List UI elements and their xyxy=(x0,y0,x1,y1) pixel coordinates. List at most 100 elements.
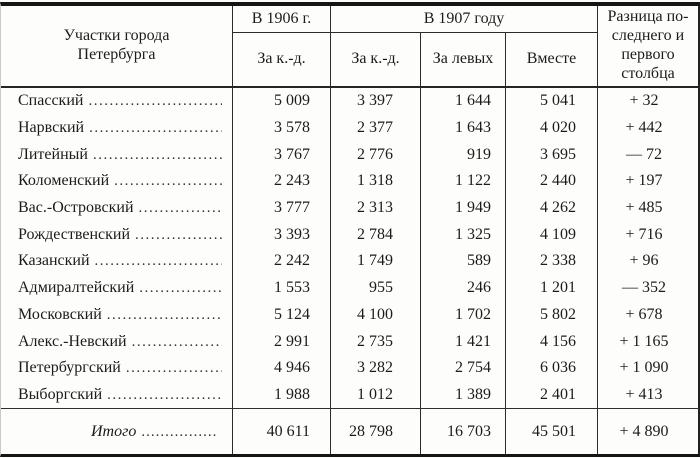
value-1907-left: 919 xyxy=(420,141,505,169)
value-1906-kd: 3 767 xyxy=(232,141,330,169)
total-difference: + 4 890 xyxy=(597,409,700,455)
header-year-1907: В 1907 году xyxy=(330,6,597,33)
value-1907-left: 1 122 xyxy=(420,168,505,195)
district-cell: Алекс.-Невский xyxy=(1,328,232,355)
value-1907-left: 2 754 xyxy=(420,354,505,382)
dot-leader xyxy=(114,172,222,190)
value-1907-total: 6 036 xyxy=(505,354,597,382)
value-1907-total: 5 802 xyxy=(505,301,597,329)
dot-leader xyxy=(139,279,222,297)
value-difference: + 197 xyxy=(597,168,700,195)
value-1907-total: 2 338 xyxy=(505,248,597,275)
table-row: Литейный 3 767 2 776 919 3 695 — 72 xyxy=(1,141,700,169)
value-1907-kd: 3 397 xyxy=(330,88,420,115)
value-1906-kd: 2 243 xyxy=(232,168,330,195)
value-1907-total: 4 156 xyxy=(505,328,597,355)
value-1906-kd: 1 988 xyxy=(232,381,330,409)
value-1907-total: 4 109 xyxy=(505,221,597,249)
district-cell: Рождественский xyxy=(1,221,232,248)
district-name: Московский xyxy=(18,305,102,323)
district-name: Спасский xyxy=(18,92,84,110)
dot-leader xyxy=(132,333,222,351)
table-header: Участки города Петербурга В 1906 г. В 19… xyxy=(1,6,700,88)
value-difference: + 1 165 xyxy=(597,328,700,355)
district-cell: Адмиралтейский xyxy=(1,275,232,302)
header-1907-left: За левых xyxy=(420,33,505,86)
value-1906-kd: 3 578 xyxy=(232,114,330,142)
table-row: Вас.-Островский 3 777 2 313 1 949 4 262 … xyxy=(1,194,700,222)
value-1906-kd: 3 777 xyxy=(232,194,330,222)
district-cell: Спасский xyxy=(1,88,232,115)
district-name: Нарвский xyxy=(18,119,85,137)
value-1907-kd: 1 012 xyxy=(330,381,420,409)
district-name: Вас.-Островский xyxy=(18,199,134,217)
value-1907-total: 4 262 xyxy=(505,194,597,222)
value-1906-kd: 3 393 xyxy=(232,221,330,249)
value-1907-left: 1 949 xyxy=(420,194,505,222)
header-1906-kadets: За к.-д. xyxy=(232,33,330,86)
district-cell: Вас.-Островский xyxy=(1,195,232,222)
value-1906-kd: 2 991 xyxy=(232,328,330,355)
dot-leader xyxy=(89,119,222,137)
value-1907-left: 1 421 xyxy=(420,328,505,355)
table-row: Алекс.-Невский 2 991 2 735 1 421 4 156 +… xyxy=(1,328,700,355)
totals-label-cell: Итого xyxy=(1,409,232,454)
totals-row: Итого 40 611 28 798 16 703 45 501 + 4 89… xyxy=(1,409,700,455)
table-row: Петербургский 4 946 3 282 2 754 6 036 + … xyxy=(1,354,700,382)
district-name: Рождественский xyxy=(18,225,131,243)
value-1907-kd: 2 377 xyxy=(330,114,420,142)
dot-leader xyxy=(139,199,222,217)
value-difference: + 442 xyxy=(597,114,700,142)
value-1907-left: 1 389 xyxy=(420,381,505,409)
total-1906-kd: 40 611 xyxy=(232,409,330,455)
total-1907-kd: 28 798 xyxy=(330,409,420,455)
district-name: Адмиралтейский xyxy=(18,279,135,297)
header-difference: Разница по- следнего и первого столбца xyxy=(597,6,700,86)
value-1907-left: 1 702 xyxy=(420,301,505,329)
value-1907-kd: 2 735 xyxy=(330,328,420,355)
dot-leader xyxy=(107,306,222,324)
table-row: Спасский 5 009 3 397 1 644 5 041 + 32 xyxy=(1,88,700,115)
total-1907-total: 45 501 xyxy=(505,409,597,455)
table-row: Московский 5 124 4 100 1 702 5 802 + 678 xyxy=(1,301,700,329)
value-1907-total: 2 401 xyxy=(505,381,597,409)
table-body: Спасский 5 009 3 397 1 644 5 041 + 32 На… xyxy=(1,88,700,409)
table-row: Коломенский 2 243 1 318 1 122 2 440 + 19… xyxy=(1,168,700,195)
table-row: Выборгский 1 988 1 012 1 389 2 401 + 413 xyxy=(1,381,700,409)
dot-leader xyxy=(88,92,222,110)
value-1907-total: 4 020 xyxy=(505,114,597,142)
district-name: Алекс.-Невский xyxy=(18,332,127,350)
value-difference: — 352 xyxy=(597,274,700,302)
dot-leader xyxy=(93,146,222,164)
district-name: Коломенский xyxy=(18,172,110,190)
value-difference: + 678 xyxy=(597,301,700,329)
district-cell: Выборгский xyxy=(1,382,232,409)
header-1907-kadets: За к.-д. xyxy=(330,33,420,86)
value-1907-kd: 2 776 xyxy=(330,141,420,169)
district-cell: Коломенский xyxy=(1,168,232,195)
value-difference: + 1 090 xyxy=(597,354,700,382)
district-cell: Московский xyxy=(1,302,232,329)
value-1907-total: 3 695 xyxy=(505,141,597,169)
value-1907-left: 246 xyxy=(420,274,505,302)
value-difference: + 96 xyxy=(597,248,700,275)
district-cell: Нарвский xyxy=(1,115,232,142)
value-1907-left: 1 643 xyxy=(420,114,505,142)
district-name: Петербургский xyxy=(18,359,121,377)
value-1907-kd: 2 313 xyxy=(330,194,420,222)
header-districts: Участки города Петербурга xyxy=(63,27,170,63)
district-cell: Петербургский xyxy=(1,355,232,382)
table-row: Нарвский 3 578 2 377 1 643 4 020 + 442 xyxy=(1,114,700,142)
value-difference: + 413 xyxy=(597,381,700,409)
value-1907-kd: 955 xyxy=(330,274,420,302)
dot-leader xyxy=(95,252,222,270)
district-cell: Казанский xyxy=(1,248,232,275)
dot-leader xyxy=(107,386,222,404)
totals-label: Итого xyxy=(91,422,137,440)
table-row: Рождественский 3 393 2 784 1 325 4 109 +… xyxy=(1,221,700,249)
value-1907-left: 589 xyxy=(420,248,505,275)
district-name: Казанский xyxy=(18,252,90,270)
value-1907-kd: 1 749 xyxy=(330,248,420,275)
